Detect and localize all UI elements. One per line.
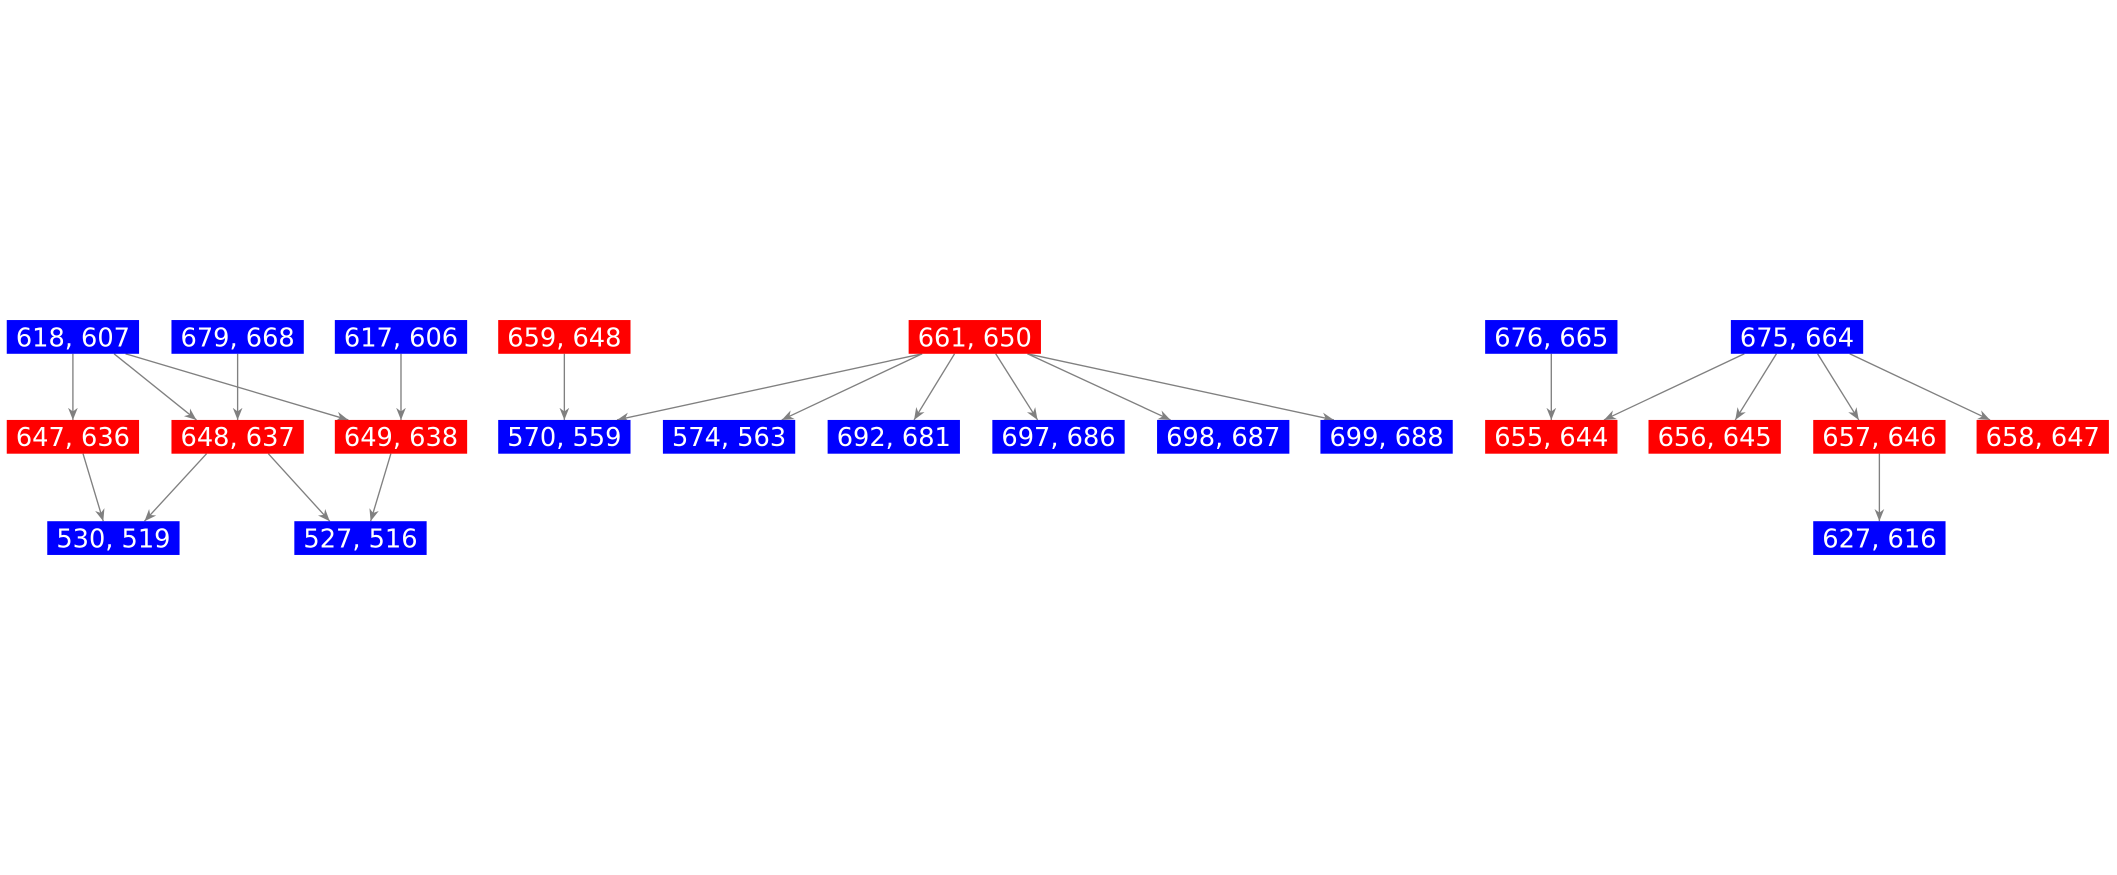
node-label: 570, 559 [507,423,621,453]
node-box [1485,419,1618,454]
node-box [1320,419,1453,454]
node-label: 658, 647 [1986,423,2100,453]
node-label: 675, 664 [1740,323,1854,353]
node-label: 618, 607 [16,323,130,353]
graph-node[interactable]: 570, 559 [498,419,631,454]
node-box [827,419,960,454]
node-label: 657, 646 [1822,423,1936,453]
node-box [334,320,468,354]
node-box [6,419,140,454]
graph-node[interactable]: 676, 665 [1485,320,1618,354]
node-box [662,419,796,454]
edge-arrow [369,453,392,522]
graph-node[interactable]: 627, 616 [1813,521,1946,555]
node-box [1485,320,1618,354]
node-box [171,320,304,354]
node-box [498,419,631,454]
edge-arrow [1817,353,1860,421]
node-box [1813,521,1946,555]
node-box [334,419,468,454]
node-label: 527, 516 [303,524,417,554]
node-box [1157,419,1290,454]
node-box [294,521,427,555]
node-box [1730,320,1864,354]
edge-arrow [267,453,331,522]
node-box [6,320,140,354]
graph-node[interactable]: 527, 516 [294,521,427,555]
edge-arrow [913,353,956,421]
node-box [47,521,180,555]
graph-node[interactable]: 656, 645 [1648,419,1781,454]
graph-node[interactable]: 647, 636 [6,419,140,454]
node-label: 676, 665 [1494,323,1608,353]
node-box [1648,419,1781,454]
node-box [1976,419,2109,454]
graph-node[interactable]: 675, 664 [1730,320,1864,354]
node-label: 649, 638 [344,423,458,453]
node-label: 627, 616 [1822,524,1936,554]
graph-node[interactable]: 679, 668 [171,320,304,354]
graph-node[interactable]: 649, 638 [334,419,468,454]
node-label: 617, 606 [344,323,458,353]
node-box [498,320,631,354]
node-box [908,320,1041,354]
node-label: 530, 519 [56,524,170,554]
node-label: 574, 563 [672,423,786,453]
node-label: 659, 648 [507,323,621,353]
graph-node[interactable]: 661, 650 [908,320,1041,354]
graph-node[interactable]: 698, 687 [1157,419,1290,454]
graph-node[interactable]: 699, 688 [1320,419,1453,454]
graph-node[interactable]: 530, 519 [47,521,180,555]
node-label: 697, 686 [1001,423,1115,453]
edge-arrow [82,453,105,522]
node-label: 679, 668 [181,323,295,353]
graph-node[interactable]: 655, 644 [1485,419,1618,454]
edge-arrow [616,353,923,423]
node-box [992,419,1125,454]
edge-arrow [1027,353,1171,421]
node-box [171,419,304,454]
node-label: 692, 681 [837,423,951,453]
graph-node[interactable]: 618, 607 [6,320,140,354]
node-label: 698, 687 [1166,423,1280,453]
graph-node[interactable]: 617, 606 [334,320,468,354]
edge-arrow [1734,353,1778,421]
node-label: 648, 637 [181,423,295,453]
edge-arrow [781,353,923,421]
graph-node[interactable]: 648, 637 [171,419,304,454]
graph-node[interactable]: 574, 563 [662,419,796,454]
graph-node[interactable]: 657, 646 [1813,419,1946,454]
node-label: 647, 636 [16,423,130,453]
edge-arrow [1027,353,1335,423]
edge-arrow [995,353,1039,421]
node-box [1813,419,1946,454]
graph-node[interactable]: 692, 681 [827,419,960,454]
node-label: 655, 644 [1494,423,1608,453]
graph-node[interactable]: 658, 647 [1976,419,2109,454]
edge-arrow [143,453,208,522]
edge-arrow [1849,353,1991,421]
edge-arrow [113,353,197,421]
edge-arrow [1603,353,1745,421]
graph-node[interactable]: 697, 686 [992,419,1125,454]
node-label: 656, 645 [1658,423,1772,453]
graph-node[interactable]: 659, 648 [498,320,631,354]
node-label: 699, 688 [1329,423,1443,453]
node-label: 661, 650 [918,323,1032,353]
